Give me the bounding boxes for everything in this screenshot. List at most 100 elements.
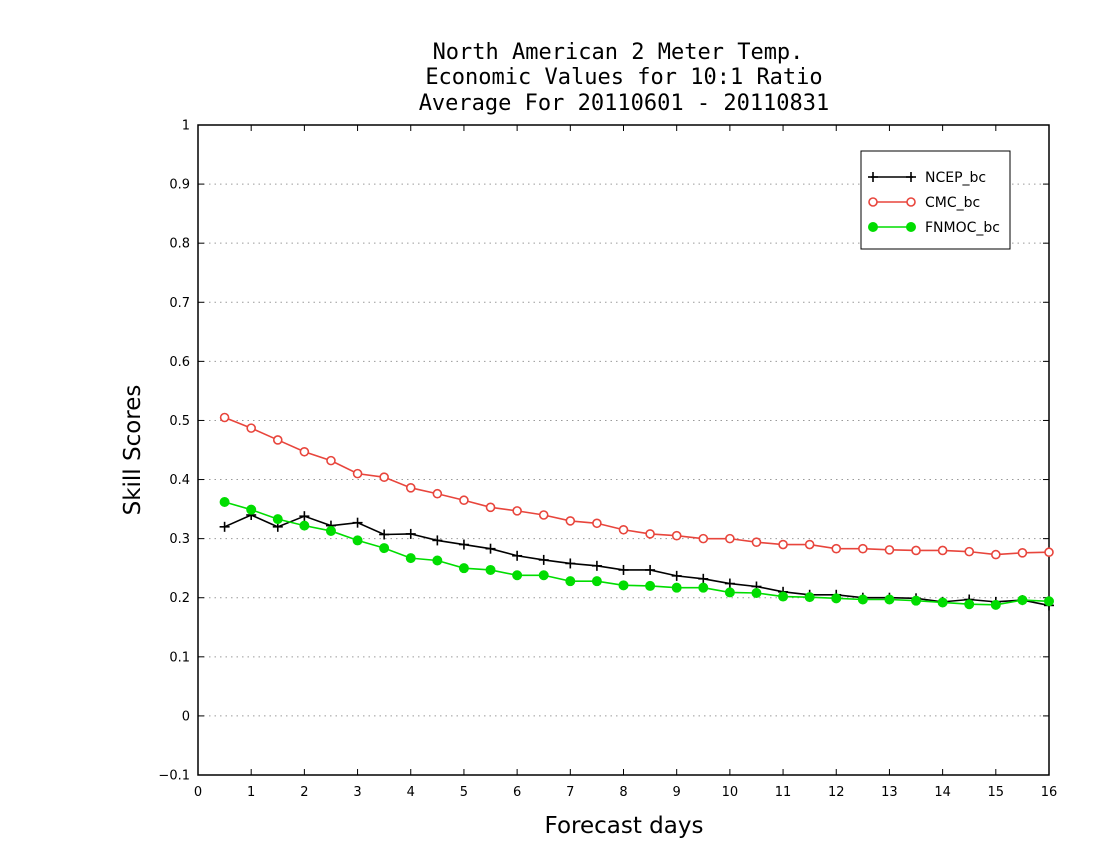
grid [198,183,1049,717]
data-point [671,530,682,541]
data-point [725,533,735,544]
legend-marker [868,197,878,207]
data-point [804,539,815,550]
data-point [937,545,948,556]
data-point [778,539,788,550]
x-axis: 0 1 2 3 4 5 6 7 8 9 10 11 12 13 14 15 16 [194,125,1057,800]
legend: NCEP_bc CMC_bc FNMOC_bc [860,150,1011,250]
data-point [698,582,709,593]
data-point [671,570,682,581]
data-point [698,533,709,544]
data-point [379,529,390,540]
series-FNMOC_bc [219,497,1054,610]
y-axis-label: Skill Scores [120,385,146,516]
legend-marker [906,172,916,182]
data-point [299,511,310,522]
data-point [671,582,682,593]
data-point [618,580,629,591]
data-point [352,517,363,528]
data-point [565,558,576,569]
data-point [512,506,522,516]
data-point [964,599,975,610]
data-point [246,423,256,433]
x-tick-label: 1 [247,785,255,800]
data-point [724,578,735,589]
data-point [565,516,576,526]
series-NCEP_bc [219,510,1054,611]
x-tick-label: 11 [775,785,792,800]
data-point [432,488,443,499]
data-point [485,564,496,575]
data-point [618,524,629,535]
x-axis-label: Forecast days [545,813,704,839]
x-tick-label: 3 [353,785,361,800]
data-point [458,539,469,550]
data-point [911,595,922,606]
data-point [485,543,496,554]
series-line [224,416,1050,556]
data-point [565,576,576,587]
legend-marker [906,197,916,207]
y-tick-label: 0.6 [169,355,190,370]
data-point [618,564,629,575]
data-point [1044,596,1054,607]
y-tick-label: 0 [182,709,190,724]
x-tick-label: 12 [828,785,845,800]
data-point [352,535,363,546]
data-point [964,546,975,557]
data-point [857,594,868,605]
data-point [352,468,363,479]
data-point [219,412,230,423]
legend-item: FNMOC_bc [868,220,1000,236]
x-tick-label: 14 [934,785,951,800]
data-point [379,472,389,482]
data-point [538,554,549,565]
legend-box [860,150,1011,250]
data-point [219,497,230,507]
data-point [512,550,523,561]
chart-title: North American 2 Meter Temp. Economic Va… [419,40,830,116]
data-point [326,455,336,466]
data-point [592,518,602,529]
x-tick-label: 15 [988,785,1005,800]
data-point [804,592,815,603]
data-point [538,510,549,520]
data-point [751,588,762,598]
data-point [1017,595,1028,606]
data-point [246,504,257,515]
x-tick-label: 2 [300,785,308,800]
data-point [724,587,735,598]
data-point [937,597,948,608]
chart-title-line-2: Economic Values for 10:1 Ratio [425,65,822,90]
legend-label: CMC_bc [925,195,980,211]
y-tick-label: 0.3 [169,532,190,547]
chart-title-line-1: North American 2 Meter Temp. [433,40,804,65]
x-tick-label: 16 [1041,785,1058,800]
data-point [831,543,842,554]
data-point [325,525,336,536]
data-point [405,483,416,493]
data-point [645,564,656,575]
data-point [884,594,895,605]
x-tick-label: 0 [194,785,202,800]
legend-item: NCEP_bc [868,170,986,186]
data-point [1017,548,1028,558]
data-point [432,535,443,546]
data-point [405,553,416,564]
y-tick-label: 0.8 [169,237,190,252]
data-point [858,543,868,554]
data-point [299,520,310,531]
data-point [379,543,390,554]
data-point [459,495,469,506]
legend-label: FNMOC_bc [925,220,1000,236]
y-tick-label: 0.7 [169,296,190,311]
x-tick-label: 13 [881,785,898,800]
chart-title-line-3: Average For 20110601 - 20110831 [419,91,830,116]
data-point [512,570,523,581]
data-point [272,435,283,445]
series-line [224,514,1050,607]
series-line [224,501,1050,606]
x-tick-label: 4 [407,785,415,800]
legend-label: NCEP_bc [925,170,986,186]
series-CMC_bc [219,412,1054,560]
